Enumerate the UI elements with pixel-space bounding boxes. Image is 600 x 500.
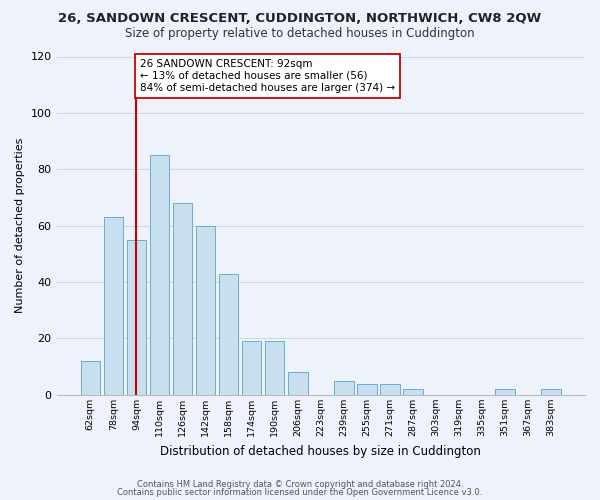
Text: Contains public sector information licensed under the Open Government Licence v3: Contains public sector information licen… [118, 488, 482, 497]
Bar [80, 361, 100, 395]
Bar [149, 155, 169, 395]
Bar [265, 342, 284, 395]
Text: Contains HM Land Registry data © Crown copyright and database right 2024.: Contains HM Land Registry data © Crown c… [137, 480, 463, 489]
Bar [288, 372, 308, 395]
Bar [334, 381, 353, 395]
Bar [219, 274, 238, 395]
Bar [357, 384, 377, 395]
Bar [403, 389, 423, 395]
Bar [496, 389, 515, 395]
Bar [127, 240, 146, 395]
Text: 26 SANDOWN CRESCENT: 92sqm
← 13% of detached houses are smaller (56)
84% of semi: 26 SANDOWN CRESCENT: 92sqm ← 13% of deta… [140, 60, 395, 92]
Bar [173, 203, 193, 395]
Text: 26, SANDOWN CRESCENT, CUDDINGTON, NORTHWICH, CW8 2QW: 26, SANDOWN CRESCENT, CUDDINGTON, NORTHW… [58, 12, 542, 26]
Y-axis label: Number of detached properties: Number of detached properties [15, 138, 25, 314]
Text: Size of property relative to detached houses in Cuddington: Size of property relative to detached ho… [125, 28, 475, 40]
Bar [242, 342, 262, 395]
Bar [541, 389, 561, 395]
Bar [196, 226, 215, 395]
Bar [380, 384, 400, 395]
Bar [104, 217, 123, 395]
X-axis label: Distribution of detached houses by size in Cuddington: Distribution of detached houses by size … [160, 444, 481, 458]
